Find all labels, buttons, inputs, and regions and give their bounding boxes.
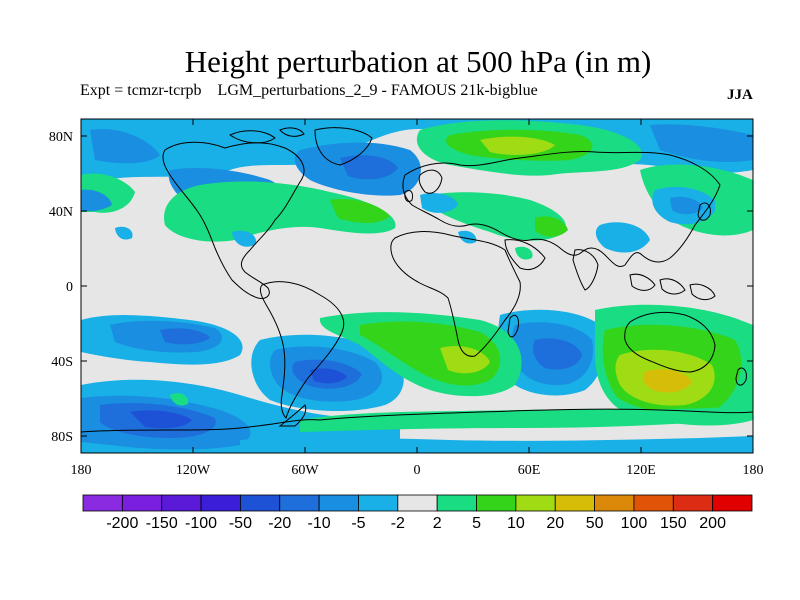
- colorbar-label: 5: [472, 515, 481, 532]
- colorbar-swatch: [515, 494, 556, 512]
- contour-n-atlantic-green: [330, 199, 390, 223]
- lat-tick-label: 40N: [49, 205, 73, 220]
- contour-europe-green: [430, 192, 566, 241]
- colorbar-label: 50: [586, 515, 604, 532]
- lon-tick-label: 60E: [518, 463, 541, 478]
- new-zealand-coast: [735, 367, 747, 386]
- colorbar-swatch: [554, 494, 595, 512]
- lat-tick-label: 80N: [49, 130, 73, 145]
- colorbar-swatch: [279, 494, 320, 512]
- scandinavia-coast: [418, 169, 443, 194]
- colorbar-swatch: [476, 494, 517, 512]
- colorbar-label: -200: [106, 515, 138, 532]
- contour-antarctic-green: [300, 405, 753, 432]
- colorbar-label: -10: [308, 515, 331, 532]
- contour-s-atlantic-core-2: [310, 368, 347, 384]
- contour-small-green-1: [515, 246, 533, 260]
- contour-asia-blue: [595, 222, 650, 253]
- colorbar-swatch: [672, 494, 714, 512]
- contour-indian-core: [533, 338, 582, 370]
- colorbar-swatch: [200, 494, 241, 512]
- colorbar-label: -5: [351, 515, 365, 532]
- lon-tick-label: 120W: [176, 463, 211, 478]
- colorbar-label: -150: [146, 515, 178, 532]
- contour-small-blue-3: [458, 230, 477, 244]
- greenland-coast: [314, 127, 373, 166]
- lon-tick-label: 180: [743, 463, 764, 478]
- plot-title: Height perturbation at 500 hPa (in m): [184, 44, 652, 79]
- dataset-label: LGM_perturbations_2_9 - FAMOUS 21k-bigbl…: [217, 82, 538, 99]
- contour-small-blue-2: [232, 230, 257, 247]
- colorbar-label: 2: [433, 515, 442, 532]
- colorbar-label: -50: [229, 515, 252, 532]
- colorbar-label: -20: [268, 515, 291, 532]
- latitude-axis: 80N 40N 0 40S 80S: [49, 130, 753, 445]
- eurasia-coast: [402, 151, 721, 268]
- colorbar-label: -100: [185, 515, 217, 532]
- australia-coast: [624, 311, 716, 373]
- colorbar: -200 -150 -100 -50 -20 -10 -5 -2 2 5 10 20 50 100 150 2…: [82, 494, 753, 532]
- contour-s-africa-yellow: [440, 345, 490, 374]
- arabia-coast: [504, 239, 546, 271]
- lat-tick-label: 0: [66, 280, 73, 295]
- contour-field: [81, 119, 753, 453]
- colorbar-label: 10: [507, 515, 525, 532]
- experiment-label: Expt = tcmzr-tcrpb: [80, 82, 202, 99]
- contour-n-america-green: [164, 181, 396, 242]
- colorbar-label: 20: [546, 515, 564, 532]
- contour-tiny-green: [170, 393, 189, 406]
- africa-coast: [390, 231, 521, 357]
- colorbar-swatch: [712, 494, 753, 512]
- madagascar-coast: [507, 314, 519, 338]
- lon-tick-label: 180: [71, 463, 92, 478]
- plot-subtitle: Expt = tcmzr-tcrpb LGM_perturbations_2_9…: [80, 82, 538, 100]
- colorbar-swatch: [161, 494, 202, 512]
- contour-pacific-green-2: [715, 197, 753, 226]
- antarctica-coast: [81, 408, 753, 433]
- colorbar-swatch: [121, 494, 163, 512]
- contour-circumpolar-blue: [240, 436, 753, 453]
- south-america-coast: [259, 281, 345, 419]
- longitude-axis: 180 120W 60W 0 60E 120E 180: [71, 119, 764, 478]
- lon-tick-label: 60W: [291, 463, 319, 478]
- colorbar-swatch: [82, 494, 123, 512]
- contour-small-blue-1: [115, 226, 133, 240]
- contour-siberia-yellow: [480, 136, 555, 155]
- contour-arctic-blue-inner: [90, 124, 753, 164]
- se-asia-islands: [629, 273, 716, 301]
- japan-coast: [697, 202, 711, 221]
- antarctic-peninsula: [278, 404, 307, 427]
- contour-s-ocean-core-2: [130, 410, 192, 429]
- contour-w-pacific-blue: [81, 189, 112, 212]
- colorbar-swatch: [240, 494, 281, 512]
- canadian-archipelago: [228, 127, 305, 144]
- contour-australia-yellow: [642, 369, 692, 393]
- india-coast: [572, 249, 599, 291]
- lat-tick-label: 80S: [51, 430, 73, 445]
- colorbar-label: 150: [660, 515, 687, 532]
- season-label: JJA: [727, 87, 753, 103]
- colorbar-label: 200: [699, 515, 726, 532]
- contour-s-pacific-core: [160, 328, 210, 345]
- colorbar-swatch: [594, 494, 635, 512]
- colorbar-swatch: [358, 494, 399, 512]
- lon-tick-label: 120E: [626, 463, 656, 478]
- lon-tick-label: 0: [414, 463, 421, 478]
- coastlines: [81, 127, 753, 433]
- colorbar-swatch: [397, 494, 438, 512]
- colorbar-swatch: [436, 494, 477, 512]
- british-isles: [404, 189, 413, 203]
- colorbar-swatch: [633, 494, 674, 512]
- contour-caspian-green: [535, 216, 568, 237]
- contour-e-asia-blue-core: [670, 196, 703, 215]
- contour-n-atlantic-core: [340, 155, 398, 180]
- colorbar-label: -2: [391, 515, 405, 532]
- lat-tick-label: 40S: [51, 355, 73, 370]
- north-america-coast: [162, 141, 305, 299]
- colorbar-label: 100: [621, 515, 648, 532]
- contour-europe-blue: [420, 193, 458, 213]
- colorbar-swatch: [318, 494, 359, 512]
